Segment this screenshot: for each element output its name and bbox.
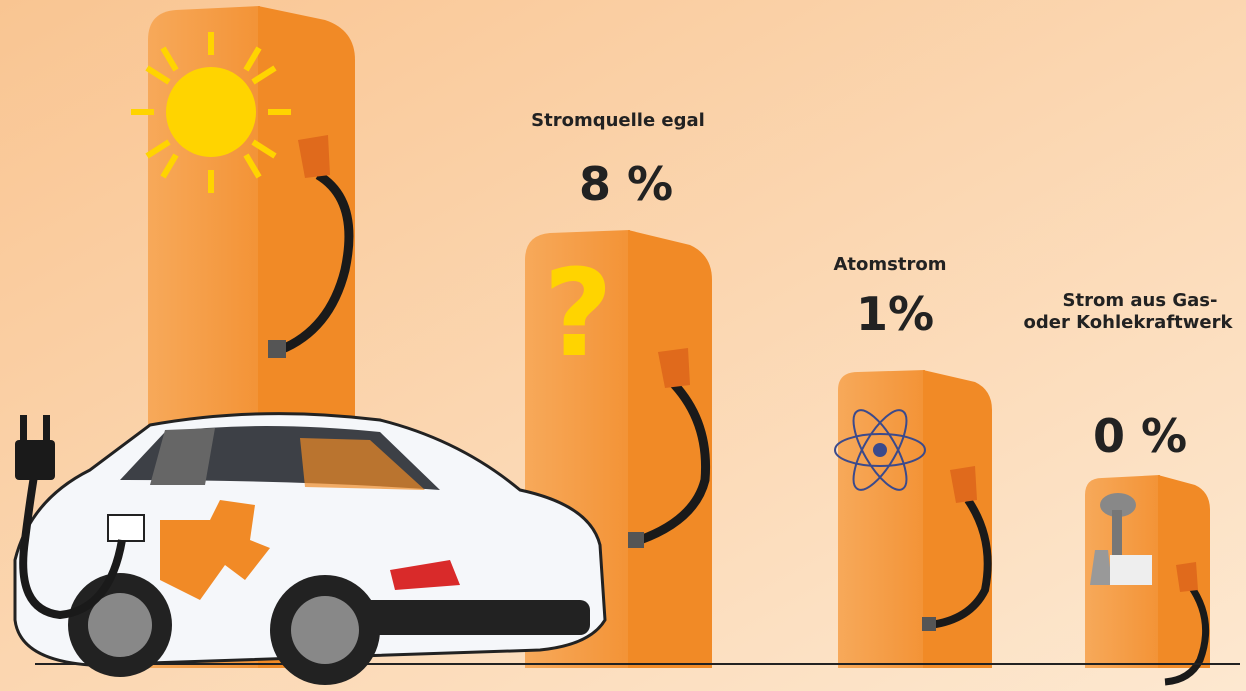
label: Atomstrom xyxy=(834,254,947,275)
column-nuclear xyxy=(835,370,992,668)
percentage: 0 % xyxy=(1093,409,1187,463)
svg-text:?: ? xyxy=(543,245,613,384)
label: oder Kohlekraftwerk xyxy=(1024,312,1234,333)
label: Stromquelle egal xyxy=(531,110,705,131)
column-fossil xyxy=(1085,475,1210,682)
label: Strom aus Gas- xyxy=(1063,290,1218,311)
percentage: 1% xyxy=(856,287,934,341)
percentage: 8 % xyxy=(579,157,673,211)
infographic: ? xyxy=(0,0,1246,691)
